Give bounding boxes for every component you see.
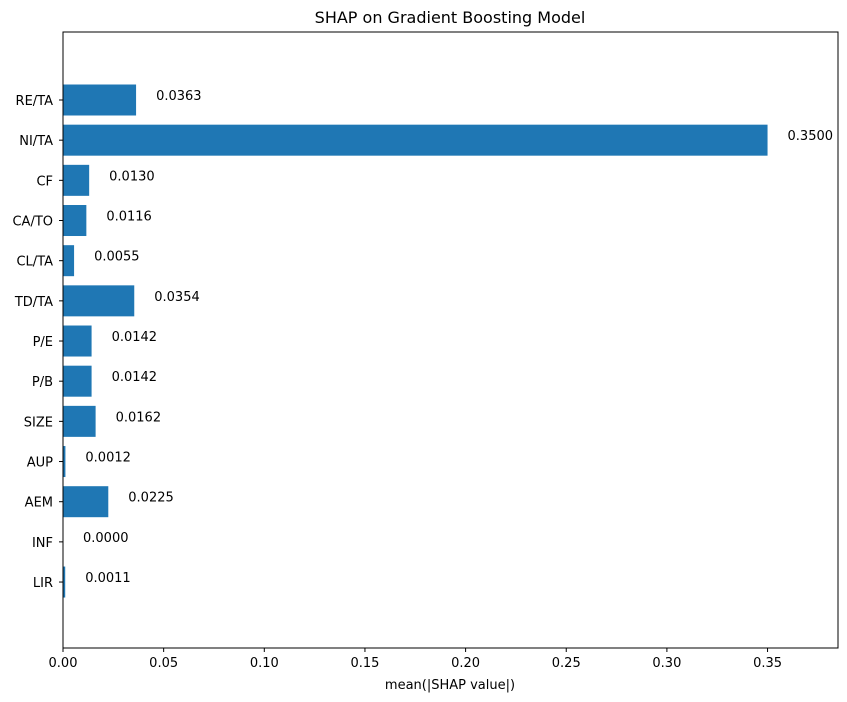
x-tick-label: 0.00 — [49, 656, 78, 671]
y-tick-label: CF — [36, 174, 53, 189]
bar-p-b — [63, 365, 92, 397]
bar-value-label: 0.0354 — [154, 290, 200, 305]
bar-aup — [63, 446, 66, 478]
bar-cl-ta — [63, 245, 75, 277]
bar-value-label: 0.0012 — [85, 451, 131, 466]
y-tick-label: AUP — [27, 456, 53, 471]
bar-lir — [63, 566, 66, 598]
bar-value-label: 0.0130 — [109, 169, 154, 184]
bar-value-label: 0.0363 — [156, 89, 202, 104]
bar-p-e — [63, 325, 92, 357]
x-tick-label: 0.10 — [250, 656, 279, 671]
bar-value-label: 0.0142 — [112, 330, 157, 345]
x-tick-label: 0.20 — [451, 656, 480, 671]
y-tick-label: P/E — [33, 335, 53, 350]
x-tick-label: 0.25 — [552, 656, 581, 671]
x-tick-label: 0.15 — [350, 656, 379, 671]
y-tick-label: P/B — [32, 375, 53, 390]
y-tick-label: RE/TA — [16, 94, 54, 109]
bar-value-label: 0.0225 — [128, 491, 174, 506]
x-tick-label: 0.30 — [652, 656, 681, 671]
bar-td-ta — [63, 285, 135, 317]
y-tick-label: AEM — [25, 496, 53, 511]
chart-title: SHAP on Gradient Boosting Model — [315, 8, 586, 27]
bar-value-label: 0.3500 — [788, 129, 834, 144]
y-tick-label: CA/TO — [12, 215, 53, 230]
y-tick-label: TD/TA — [14, 295, 53, 310]
y-tick-label: INF — [32, 536, 53, 551]
bar-value-label: 0.0011 — [85, 571, 131, 586]
bar-value-label: 0.0116 — [106, 210, 152, 225]
bar-ni-ta — [63, 124, 768, 156]
plot-frame — [62, 31, 839, 649]
bar-size — [63, 405, 96, 437]
bar-value-label: 0.0162 — [116, 410, 161, 425]
bar-re-ta — [63, 84, 137, 116]
plot-area: RE/TA 0.0363 NI/TA 0.3500 CF 0.0130 CA/TO 0.011… — [12, 84, 834, 671]
x-axis-label: mean(|SHAP value|) — [385, 678, 515, 693]
y-tick-label: LIR — [33, 576, 53, 591]
y-tick-label: CL/TA — [16, 255, 53, 270]
x-tick-label: 0.05 — [149, 656, 178, 671]
y-tick-label: NI/TA — [19, 134, 53, 149]
bar-value-label: 0.0000 — [83, 531, 129, 546]
bar-cf — [63, 164, 90, 196]
x-tick-label: 0.35 — [753, 656, 782, 671]
y-tick-label: SIZE — [24, 415, 53, 430]
bar-value-label: 0.0142 — [112, 370, 157, 385]
bar-ca-to — [63, 205, 87, 237]
bar-aem — [63, 486, 109, 518]
bar-value-label: 0.0055 — [94, 250, 140, 265]
